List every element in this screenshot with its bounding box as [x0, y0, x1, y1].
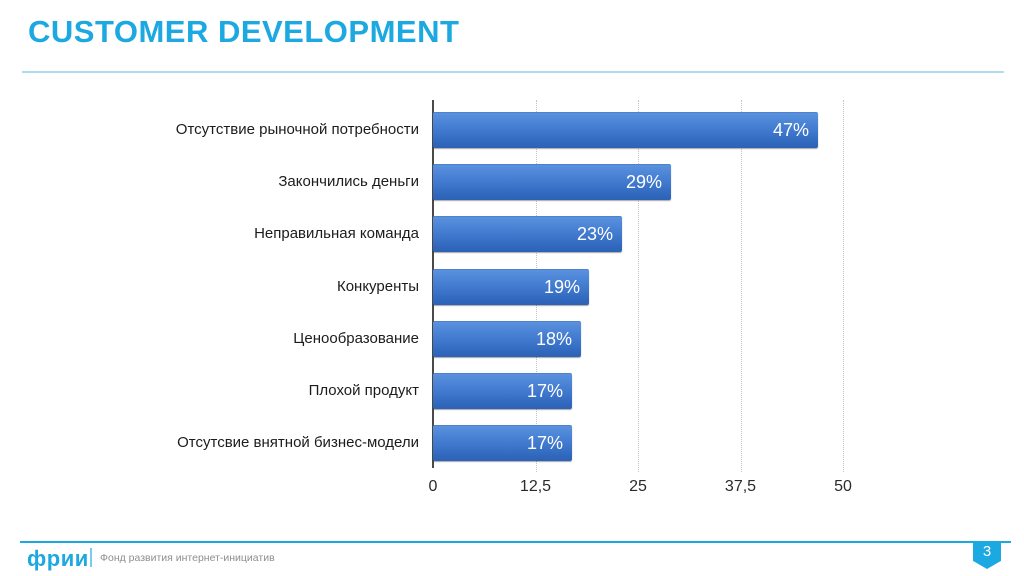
category-label: Отсутсвие внятной бизнес-модели: [177, 434, 419, 451]
x-tick-label: 12,5: [519, 478, 552, 495]
page-title: CUSTOMER DEVELOPMENT: [28, 14, 460, 49]
bar-value-label: 18%: [535, 329, 572, 349]
category-label: Плохой продукт: [308, 382, 419, 399]
gridline: [843, 100, 844, 472]
footer-caption: Фонд развития интернет-инициатив: [100, 552, 275, 564]
bar: 19%: [433, 269, 589, 305]
bar-value-label: 23%: [576, 224, 613, 244]
bar: 17%: [433, 373, 572, 409]
bar: 18%: [433, 321, 581, 357]
bar-value-label: 17%: [526, 433, 563, 453]
bar-value-label: 29%: [625, 172, 662, 192]
frii-logo: фрии: [27, 546, 89, 571]
gridline: [638, 100, 639, 472]
bar: 23%: [433, 216, 622, 252]
bar-value-label: 19%: [543, 277, 580, 297]
bar: 29%: [433, 164, 671, 200]
bar-value-label: 47%: [772, 120, 809, 140]
bar: 47%: [433, 112, 818, 148]
category-label: Закончились деньги: [278, 173, 419, 190]
bar: 17%: [433, 425, 572, 461]
bar-value-label: 17%: [526, 381, 563, 401]
x-tick-label: 25: [629, 478, 647, 495]
x-tick-label: 37,5: [724, 478, 757, 495]
footer-divider: [20, 541, 1011, 543]
page-number: 3: [982, 543, 992, 560]
category-label: Отсутствие рыночной потребности: [175, 121, 419, 138]
gridline: [740, 100, 742, 472]
x-tick-label: 0: [428, 478, 438, 495]
footer-logo-separator: [90, 548, 92, 567]
title-divider: [22, 71, 1004, 73]
x-tick-label: 50: [834, 478, 852, 495]
category-label: Ценообразование: [293, 330, 419, 347]
category-label: Конкуренты: [336, 278, 419, 295]
category-label: Неправильная команда: [254, 225, 419, 242]
